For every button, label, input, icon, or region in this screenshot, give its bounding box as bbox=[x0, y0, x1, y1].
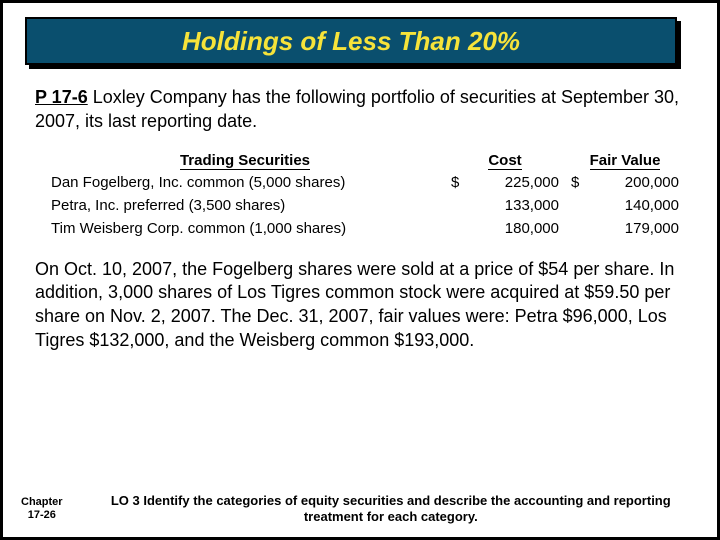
cell-fv: 200,000 bbox=[583, 171, 685, 194]
col-fairvalue: Fair Value bbox=[590, 152, 661, 170]
cell-fv: 140,000 bbox=[583, 194, 685, 217]
col-securities: Trading Securities bbox=[180, 152, 310, 170]
slide-footer: Chapter 17-26 LO 3 Identify the categori… bbox=[21, 493, 695, 526]
intro-text: Loxley Company has the following portfol… bbox=[35, 87, 679, 131]
table-row: Petra, Inc. preferred (3,500 shares) 133… bbox=[45, 194, 685, 217]
table-header-row: Trading Securities Cost Fair Value bbox=[45, 148, 685, 171]
securities-table-wrap: Trading Securities Cost Fair Value Dan F… bbox=[45, 148, 685, 240]
cell-desc: Dan Fogelberg, Inc. common (5,000 shares… bbox=[45, 171, 445, 194]
cell-fv: 179,000 bbox=[583, 217, 685, 240]
col-cost: Cost bbox=[488, 152, 521, 170]
table-row: Dan Fogelberg, Inc. common (5,000 shares… bbox=[45, 171, 685, 194]
problem-ref: P 17-6 bbox=[35, 87, 88, 107]
chapter-line1: Chapter bbox=[21, 496, 63, 508]
slide-title: Holdings of Less Than 20% bbox=[182, 26, 520, 57]
cell-desc: Petra, Inc. preferred (3,500 shares) bbox=[45, 194, 445, 217]
chapter-label: Chapter 17-26 bbox=[21, 496, 63, 522]
content-area: P 17-6 Loxley Company has the following … bbox=[35, 85, 685, 353]
cell-cost: 225,000 bbox=[463, 171, 565, 194]
body-paragraph: On Oct. 10, 2007, the Fogelberg shares w… bbox=[35, 258, 685, 353]
title-bar: Holdings of Less Than 20% bbox=[25, 17, 677, 65]
cell-cost: 133,000 bbox=[463, 194, 565, 217]
table-row: Tim Weisberg Corp. common (1,000 shares)… bbox=[45, 217, 685, 240]
cell-cost: 180,000 bbox=[463, 217, 565, 240]
cell-desc: Tim Weisberg Corp. common (1,000 shares) bbox=[45, 217, 445, 240]
slide-container: Holdings of Less Than 20% P 17-6 Loxley … bbox=[0, 0, 720, 540]
intro-paragraph: P 17-6 Loxley Company has the following … bbox=[35, 85, 685, 134]
chapter-line2: 17-26 bbox=[28, 509, 56, 521]
securities-table: Trading Securities Cost Fair Value Dan F… bbox=[45, 148, 685, 240]
currency-symbol: $ bbox=[445, 171, 463, 194]
currency-symbol: $ bbox=[565, 171, 583, 194]
learning-objective: LO 3 Identify the categories of equity s… bbox=[87, 493, 695, 526]
